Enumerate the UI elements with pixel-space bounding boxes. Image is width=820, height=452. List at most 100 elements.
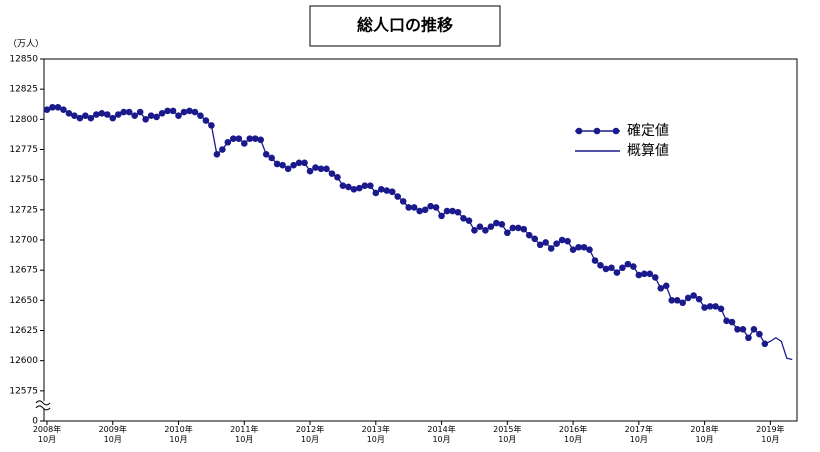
data-point (734, 325, 741, 333)
data-point (153, 113, 160, 121)
data-point (449, 207, 456, 215)
data-point (246, 135, 254, 142)
data-point (98, 110, 106, 117)
data-point (125, 108, 133, 116)
data-point (388, 188, 396, 196)
data-point (142, 116, 149, 123)
data-point (597, 262, 604, 269)
data-point (372, 189, 380, 197)
x-tick-label: 2010年10月 (164, 425, 193, 444)
x-tick-label: 2017年10月 (624, 425, 653, 444)
data-point (87, 114, 95, 122)
x-tick-label: 2014年10月 (427, 425, 456, 444)
data-point (624, 260, 632, 268)
data-point (558, 236, 566, 244)
data-point (224, 138, 232, 146)
data-point (377, 186, 385, 193)
data-point (641, 270, 648, 278)
data-point (608, 264, 615, 272)
plot-frame (43, 58, 798, 422)
data-point (684, 294, 692, 302)
data-point (339, 182, 347, 189)
legend-label: 概算値 (627, 143, 669, 159)
legend-label: 確定値 (627, 123, 669, 139)
data-point (536, 241, 544, 249)
data-point (542, 239, 549, 246)
x-tick-label: 2008年10月 (32, 425, 62, 444)
x-tick-label: 2015年10月 (493, 425, 522, 444)
data-point (761, 340, 769, 348)
data-point (290, 161, 297, 169)
data-point (54, 103, 62, 111)
data-point (460, 214, 467, 222)
data-point (498, 221, 506, 228)
data-point (350, 186, 358, 193)
data-point (367, 182, 374, 189)
data-point (410, 204, 418, 211)
data-point (93, 111, 100, 118)
y-tick-label: 12825 (9, 85, 38, 95)
data-point (520, 225, 528, 233)
y-unit: （万人） (8, 39, 44, 50)
data-point (690, 292, 697, 299)
data-point (438, 212, 445, 220)
data-point (547, 245, 555, 252)
data-point (701, 304, 708, 311)
data-point (191, 108, 199, 116)
data-point (421, 206, 429, 214)
data-point (383, 187, 391, 194)
data-point (323, 165, 330, 173)
data-point (717, 305, 725, 313)
data-point (328, 170, 336, 177)
y-tick-label: 12850 (9, 55, 38, 65)
data-point (482, 227, 489, 234)
data-point (575, 243, 582, 251)
data-point (586, 246, 593, 253)
data-point (443, 207, 451, 215)
data-point (756, 330, 763, 338)
data-point (619, 264, 626, 272)
y-tick-label: 12725 (9, 205, 38, 215)
data-point (71, 112, 78, 120)
data-point (525, 231, 533, 239)
data-point (65, 110, 73, 117)
data-point (706, 303, 714, 310)
data-point (219, 146, 226, 153)
data-point (569, 246, 577, 253)
x-tick-label: 2011年10月 (230, 425, 259, 444)
data-point (679, 299, 686, 307)
data-point (487, 223, 495, 231)
data-point (76, 114, 84, 122)
data-point (334, 173, 341, 181)
data-point (208, 122, 215, 129)
data-point (531, 235, 539, 243)
y-tick-label: 12700 (9, 236, 38, 246)
data-point (662, 282, 670, 290)
data-point (147, 112, 155, 120)
data-point (202, 117, 210, 124)
data-point (493, 219, 500, 227)
data-point (465, 217, 473, 224)
title-box (309, 5, 501, 47)
y-origin-label: 0 (32, 417, 38, 427)
data-point (109, 114, 117, 122)
data-point (251, 135, 259, 142)
data-point (49, 103, 56, 111)
data-point (504, 229, 511, 237)
x-tick-label: 2016年10月 (558, 425, 588, 444)
data-point (180, 108, 188, 116)
data-point (580, 243, 588, 251)
data-point (317, 165, 325, 173)
data-point (416, 207, 423, 215)
data-point (213, 151, 221, 158)
data-point (668, 297, 676, 304)
x-tick-label: 2013年10月 (361, 425, 390, 444)
data-point (602, 265, 610, 273)
data-point (43, 106, 51, 113)
data-point (405, 204, 412, 211)
data-point (673, 297, 681, 304)
data-point (728, 318, 736, 326)
y-tick-label: 12625 (9, 326, 38, 336)
